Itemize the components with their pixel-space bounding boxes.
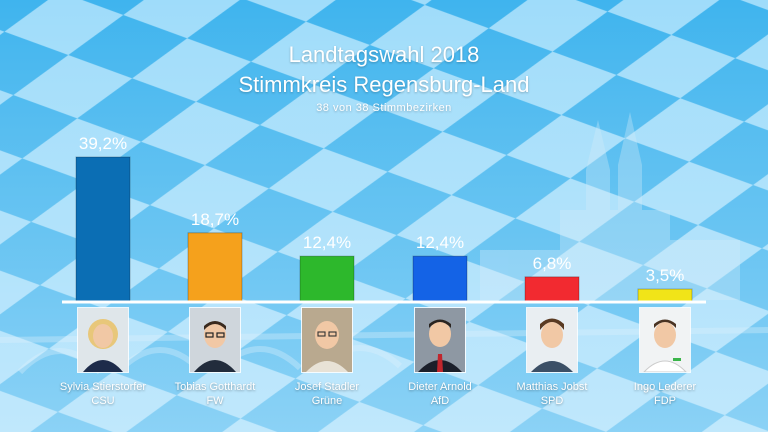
portrait-man-glasses-icon	[189, 307, 241, 373]
portrait-man-suit-icon	[414, 307, 466, 373]
value-label-6: 3,5%	[646, 266, 685, 285]
portrait-woman-blonde-icon	[77, 307, 129, 373]
candidate-party: SPD	[540, 395, 564, 407]
portrait-man-young-icon	[526, 307, 578, 373]
candidate-name: Tobias Gotthardt	[174, 381, 256, 393]
value-label-2: 18,7%	[191, 210, 239, 229]
chart-title: Landtagswahl 2018	[288, 42, 480, 67]
candidate-label-5: Matthias Jobst SPD	[497, 380, 607, 408]
value-label-4: 12,4%	[416, 233, 464, 252]
value-label-1: 39,2%	[79, 134, 127, 153]
candidate-name: Dieter Arnold	[408, 381, 472, 393]
portrait-man-white-shirt-icon	[639, 307, 691, 373]
chart-subtitle: Stimmkreis Regensburg-Land	[238, 72, 530, 97]
portrait-man-bald-icon	[301, 307, 353, 373]
title-block: Landtagswahl 2018 Stimmkreis Regensburg-…	[0, 40, 768, 114]
candidate-party: FW	[206, 395, 224, 407]
candidate-party: CSU	[91, 395, 115, 407]
bar-6	[637, 288, 693, 303]
candidate-name: Sylvia Stierstorfer	[59, 381, 147, 393]
candidate-name: Ingo Lederer	[633, 381, 697, 393]
candidate-party: Grüne	[311, 395, 343, 407]
precinct-count: 38 von 38 Stimmbezirken	[316, 102, 452, 114]
value-label-5: 6,8%	[533, 254, 572, 273]
candidate-label-4: Dieter Arnold AfD	[385, 380, 495, 408]
candidate-label-1: Sylvia Stierstorfer CSU	[48, 380, 158, 408]
bar-5	[524, 276, 580, 303]
candidate-label-6: Ingo Lederer FDP	[610, 380, 720, 408]
bar-3	[299, 255, 355, 303]
bar-1	[75, 156, 131, 303]
candidate-label-3: Josef Stadler Grüne	[272, 380, 382, 408]
candidate-party: AfD	[430, 395, 450, 407]
bar-2	[187, 232, 243, 303]
candidate-name: Matthias Jobst	[516, 381, 588, 393]
candidate-label-2: Tobias Gotthardt FW	[160, 380, 270, 408]
bar-4	[412, 255, 468, 303]
value-label-3: 12,4%	[303, 233, 351, 252]
candidate-party: FDP	[654, 395, 676, 407]
candidate-name: Josef Stadler	[294, 381, 360, 393]
